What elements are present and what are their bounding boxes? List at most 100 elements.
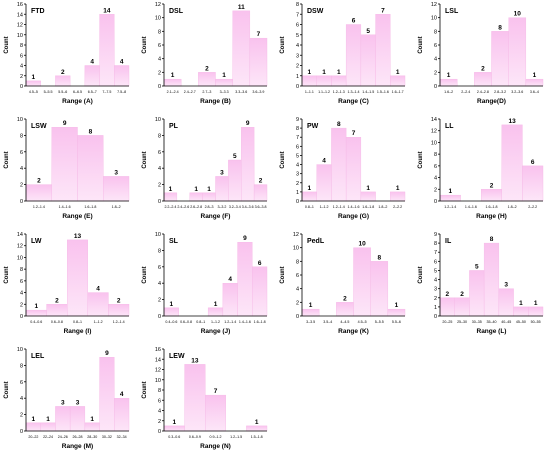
y-tick-label: 8: [434, 241, 437, 247]
data-label: 4: [322, 158, 326, 165]
bar: [253, 184, 268, 202]
data-label: 4: [96, 286, 100, 293]
y-tick-label: 0: [158, 314, 161, 320]
data-label: 1: [337, 69, 341, 76]
x-tick-label: 26–28: [73, 435, 83, 439]
y-tick-label: 0: [296, 314, 299, 320]
bar: [370, 261, 389, 317]
data-label: 10: [358, 241, 366, 248]
bar: [184, 364, 206, 432]
histogram-panel-dsw: 0 1 2 3 4 5 6 7 8 1–1.1 1 1.1–1.2 1 1.2–1.3 1 1.3–1.4 6 1…: [280, 2, 406, 105]
bar: [454, 297, 470, 317]
y-tick-label: 1: [434, 305, 437, 311]
y-tick-label: 9: [296, 117, 299, 123]
y-tick-label: 8: [20, 363, 23, 369]
y-tick-label: 7: [434, 250, 437, 256]
x-tick-label: 20–22: [28, 435, 38, 439]
y-tick-label: 4: [158, 57, 161, 63]
panel-label: DSW: [307, 8, 324, 15]
y-tick-label: 10: [293, 246, 299, 252]
x-tick-label: 24–26: [58, 435, 68, 439]
x-tick-label: 20–25: [442, 320, 452, 324]
y-tick-label: 6: [20, 279, 23, 285]
y-tick-label: 12: [155, 368, 161, 374]
bar: [375, 14, 391, 87]
x-axis-title: Range (G): [338, 213, 369, 220]
bar: [301, 308, 320, 317]
x-axis-title: Range (N): [200, 443, 231, 450]
x-axis-title: Range (E): [62, 213, 92, 220]
x-tick-label: 3–3.2: [217, 205, 226, 209]
bar: [483, 242, 500, 317]
data-label: 7: [257, 31, 261, 38]
y-tick-label: 12: [431, 2, 437, 8]
panel-label: LSL: [445, 8, 459, 15]
y-tick-label: 10: [17, 347, 23, 353]
data-label: 4: [228, 276, 232, 283]
x-tick-label: 5.5–6: [58, 90, 67, 94]
x-tick-label: 6.5–7: [88, 90, 97, 94]
data-label: 1: [34, 303, 38, 310]
histogram-panel-lsw: 0 2 4 6 8 10 1.2–1.4 2 1.4–1.6 9 1.6–1.8 8 1.8–2 3 LSW…: [4, 117, 130, 220]
y-axis-title: Count: [280, 266, 286, 283]
x-tick-label: 2–2.2: [528, 205, 537, 209]
bar: [439, 78, 458, 87]
data-label: 1: [214, 301, 218, 308]
y-tick-label: 2: [296, 64, 299, 70]
y-tick-label: 10: [17, 33, 23, 39]
data-label: 3: [114, 169, 118, 176]
bar: [528, 306, 544, 317]
bar: [163, 425, 185, 432]
x-tick-label: 1.6–1.7: [392, 90, 404, 94]
data-label: 2: [259, 178, 263, 185]
y-tick-label: 8: [158, 133, 161, 139]
data-label: 2: [55, 297, 59, 304]
data-label: 1: [308, 185, 312, 192]
x-axis-title: Range (I): [64, 328, 92, 335]
bar: [77, 135, 104, 202]
panel-label: DSL: [169, 8, 184, 15]
bar: [316, 75, 332, 87]
x-axis-title: Range (H): [476, 213, 507, 220]
y-tick-label: 0: [296, 199, 299, 205]
panel-label: LL: [445, 123, 454, 130]
x-axis-title: Range (C): [338, 98, 369, 105]
x-tick-label: 5.5–6: [392, 320, 401, 324]
bar: [232, 10, 251, 87]
x-tick-label: 7–7.5: [102, 90, 111, 94]
bar: [25, 309, 47, 317]
bar: [114, 65, 130, 87]
x-tick-label: 2–2.2: [393, 205, 402, 209]
histogram-panel-pw: 0 1 2 3 4 5 6 7 8 9 0.8–1 1 1–1.2 4 1.2–1.4 8 1.4–1.6 7 1.…: [280, 117, 406, 220]
data-label: 1: [194, 186, 198, 193]
y-tick-label: 6: [434, 259, 437, 265]
bar: [508, 17, 527, 87]
y-tick-label: 2: [20, 183, 23, 189]
x-tick-label: 1.2–1.5: [230, 435, 242, 439]
y-tick-label: 4: [158, 166, 161, 172]
y-tick-label: 10: [155, 117, 161, 123]
data-label: 1: [322, 69, 326, 76]
data-label: 1: [172, 419, 176, 426]
y-tick-label: 16: [155, 347, 161, 353]
data-label: 8: [498, 24, 502, 31]
histogram-panel-ftd: 0 2 4 6 8 10 12 14 16 4.5–5 1 5–5.5 5.5–6 2 6–6.5 6.5–7…: [4, 2, 130, 105]
bar: [387, 308, 406, 317]
y-tick-label: 4: [20, 291, 23, 297]
bar: [439, 194, 461, 202]
data-label: 1: [395, 302, 399, 309]
bar: [474, 72, 492, 87]
panel-label: SL: [169, 238, 179, 245]
y-axis-title: Count: [4, 151, 10, 168]
y-tick-label: 3: [296, 172, 299, 178]
data-label: 9: [246, 120, 250, 127]
bar: [301, 191, 317, 202]
y-tick-label: 10: [17, 117, 23, 123]
y-tick-label: 2: [434, 70, 437, 76]
x-tick-label: 3.6–3.9: [252, 90, 264, 94]
y-tick-label: 6: [296, 23, 299, 29]
data-label: 2: [205, 65, 209, 72]
x-tick-label: 35–40: [487, 320, 497, 324]
x-tick-label: 3–3.5: [306, 320, 315, 324]
y-axis-title: Count: [280, 36, 286, 53]
